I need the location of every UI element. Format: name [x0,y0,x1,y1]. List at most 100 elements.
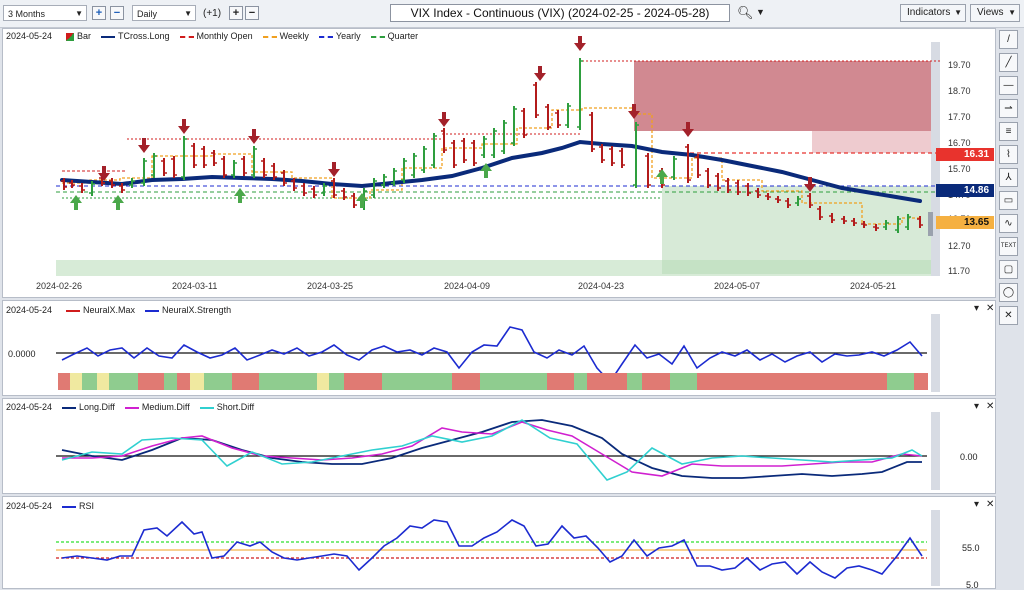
price-bar [221,156,227,178]
neuralx-zero-label: 0.0000 [8,349,36,359]
legend-swatch [62,406,76,409]
price-bar [817,206,823,220]
price-bar [471,140,477,166]
neuralx-max-segment [480,373,547,390]
diagonal-line-icon[interactable]: ╱ [999,53,1018,72]
sell-arrow-icon [178,119,190,134]
plot-area [56,510,940,586]
price-chart[interactable] [2,28,996,298]
date-label: 2024-02-26 [36,281,83,291]
date-label: 2024-03-25 [307,281,354,291]
sell-arrow-icon [534,66,546,81]
arrow-head [438,119,450,127]
channel-icon[interactable]: ≡ [999,122,1018,141]
offset-minus-button[interactable]: − [245,6,259,20]
close-all-icon[interactable]: ✕ [999,306,1018,325]
panel-close-icon[interactable]: ✕ [986,401,995,412]
legend-item[interactable]: Weekly [262,31,309,41]
panel-close-icon[interactable]: ✕ [986,303,995,314]
chevron-down-icon: ▼ [954,8,962,17]
price-bar [161,158,167,176]
wave-icon[interactable]: ∿ [999,214,1018,233]
diff-chart[interactable] [2,398,996,494]
legend-item[interactable]: Yearly [318,31,361,41]
arrow-head [682,129,694,137]
line-tool-icon[interactable]: / [999,30,1018,49]
rsi-chart[interactable] [2,496,996,589]
legend-item[interactable]: Quarter [370,31,418,41]
text-icon[interactable]: TEXT [999,237,1018,256]
zoom-in-button[interactable]: + [92,6,106,20]
legend-item[interactable]: Medium.Diff [124,402,190,412]
offset-plus-button[interactable]: + [229,6,243,20]
price-bar [795,196,801,206]
price-bar [765,193,771,200]
period-select[interactable]: 3 Months ▼ [3,5,87,21]
price-bar [451,140,457,168]
chart-title[interactable]: VIX Index - Continuous (VIX) (2024-02-25… [390,4,730,22]
price-bar [589,112,595,152]
arrow-shaft [442,112,446,120]
scroll-strip [931,314,940,392]
price-bar [501,120,507,154]
price-tag: 13.65 [936,216,994,229]
chevron-down-icon: ▼ [1008,8,1016,17]
price-bar [735,180,741,195]
callout-icon[interactable]: ▭ [999,191,1018,210]
legend-item[interactable]: Short.Diff [199,402,254,412]
panel-collapse-icon[interactable]: ▾ [974,303,980,314]
interval-select[interactable]: Daily ▼ [132,5,196,21]
panel-close-icon[interactable]: ✕ [986,499,995,510]
neuralx-chart[interactable] [2,300,996,396]
pitchfork-icon[interactable]: ⅄ [999,168,1018,187]
rectangle-icon[interactable]: ▢ [999,260,1018,279]
price-bar [755,188,761,198]
panel-collapse-icon[interactable]: ▾ [974,499,980,510]
views-button[interactable]: Views ▼ [970,4,1020,22]
price-bar [807,193,813,208]
price-bar [241,156,247,176]
legend-item[interactable]: Long.Diff [62,402,115,412]
arrow-shaft [116,202,120,210]
scroll-strip [931,42,940,276]
legend-swatch [66,32,74,41]
medium-diff-line [62,421,923,477]
arrow-head [656,169,668,177]
legend-label: Weekly [279,31,309,41]
arrow-shaft [102,166,106,174]
fib-icon[interactable]: ⌇ [999,145,1018,164]
search-icon[interactable]: 🔍︎ [737,5,754,20]
price-bar [671,156,677,180]
top-toolbar: 3 Months ▼ + − Daily ▼ (+1) + − VIX Inde… [0,0,1024,28]
neuralx-max-segment [887,373,914,390]
zoom-out-button[interactable]: − [110,6,124,20]
legend-label: NeuralX.Max [83,305,136,315]
buy-arrow-icon [656,169,668,184]
price-bar [141,158,147,186]
buy-arrow-icon [70,195,82,210]
neuralx-max-segment [82,373,97,390]
neuralx-date: 2024-05-24 [6,305,53,315]
neuralx-max-segment [97,373,109,390]
price-bar [715,173,721,191]
legend-item[interactable]: NeuralX.Max [66,305,135,315]
price-bar [873,224,879,231]
horizontal-line-icon[interactable]: — [999,76,1018,95]
price-bar [391,168,397,186]
legend-label: Long.Diff [79,402,115,412]
price-tag: 14.86 [936,184,994,197]
panel-collapse-icon[interactable]: ▾ [974,401,980,412]
legend-item[interactable]: NeuralX.Strength [145,305,231,315]
chevron-down-icon[interactable]: ▼ [756,7,765,17]
indicators-button[interactable]: Indicators ▼ [900,4,966,22]
sell-arrow-icon [628,104,640,119]
legend-item[interactable]: Monthly Open [179,31,253,41]
price-bar [577,58,583,130]
ray-icon[interactable]: ⇀ [999,99,1018,118]
circle-icon[interactable]: ◯ [999,283,1018,302]
legend-swatch [101,35,116,38]
legend-item[interactable]: TCross.Long [101,31,170,41]
legend-item[interactable]: RSI [62,501,94,511]
price-bar [281,170,287,186]
legend-item[interactable]: Bar [66,31,91,41]
